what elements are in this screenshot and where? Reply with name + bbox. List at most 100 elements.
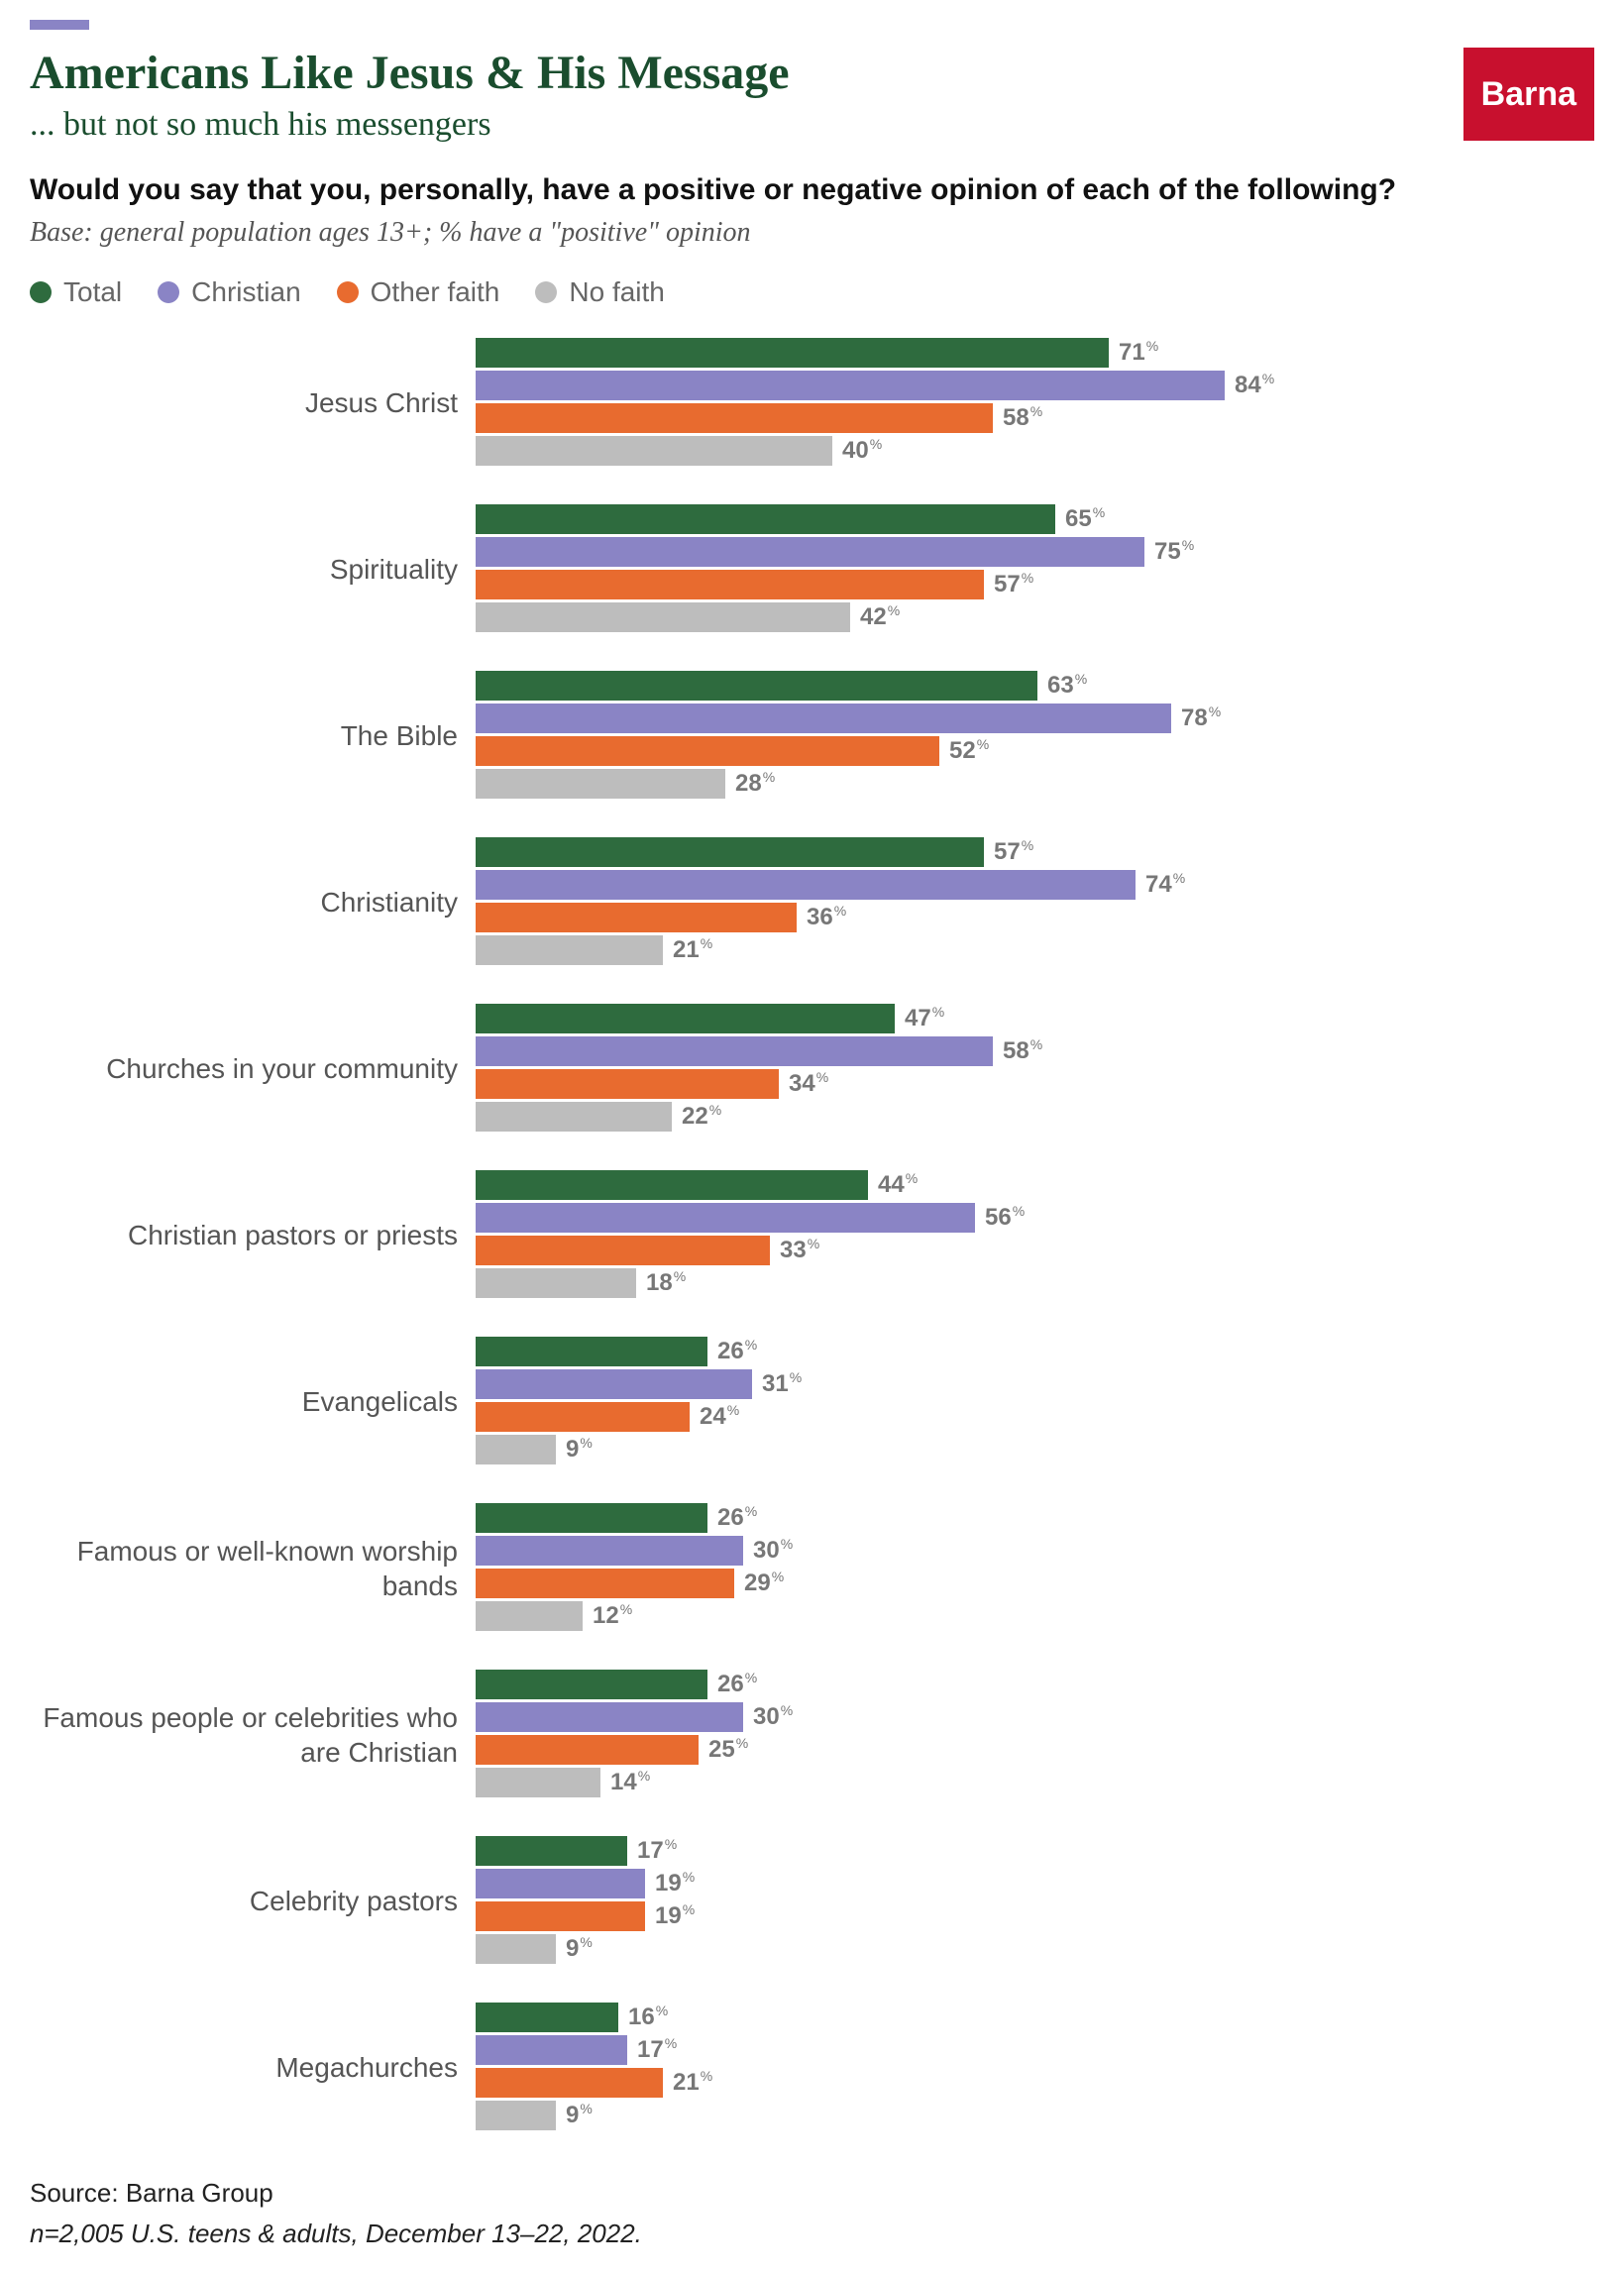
bar-value: 47% [905, 1004, 944, 1032]
bar [476, 1268, 636, 1298]
bars-container: 57%74% 36% 21% [476, 837, 1594, 968]
legend-item: No faith [535, 276, 665, 308]
bar-row: 30% [476, 1702, 1594, 1732]
bar [476, 570, 984, 599]
bar-row: 29% [476, 1569, 1594, 1598]
category-label: Christianity [30, 837, 476, 968]
bar-value: 9% [566, 2101, 593, 2129]
bar-row: 9% [476, 2101, 1594, 2130]
bar-row: 21% [476, 2068, 1594, 2098]
bar [476, 602, 850, 632]
category-label: Christian pastors or priests [30, 1170, 476, 1301]
bar [476, 1601, 583, 1631]
bar-value: 42% [860, 602, 900, 631]
bar-row: 9% [476, 1934, 1594, 1964]
bar-row: 26% [476, 1670, 1594, 1699]
legend-swatch [158, 281, 179, 303]
bar-row: 9% [476, 1435, 1594, 1464]
bars-container: 17%19%19%9% [476, 1836, 1594, 1967]
bar [476, 371, 1225, 400]
header: Americans Like Jesus & His Message ... b… [30, 48, 1594, 144]
category-label: Spirituality [30, 504, 476, 635]
bar [476, 1102, 672, 1132]
bar-row: 19% [476, 1901, 1594, 1931]
bar-value: 26% [717, 1503, 757, 1532]
bar-row: 71% [476, 338, 1594, 368]
category-label: Famous or well-known worship bands [30, 1503, 476, 1634]
bar [476, 504, 1055, 534]
bar-value: 40% [842, 436, 882, 465]
bar [476, 1503, 707, 1533]
category-label: Famous people or celebrities who are Chr… [30, 1670, 476, 1800]
legend-label: Christian [191, 276, 300, 308]
bar-row: 12% [476, 1601, 1594, 1631]
bar-value: 19% [655, 1901, 695, 1930]
bar-row: 57% [476, 837, 1594, 867]
bar [476, 1337, 707, 1366]
category-label: Evangelicals [30, 1337, 476, 1467]
bar-value: 18% [646, 1268, 686, 1297]
bar-value: 16% [628, 2003, 668, 2031]
bar-row: 33% [476, 1236, 1594, 1265]
bar [476, 671, 1037, 701]
bar [476, 2003, 618, 2032]
bar-value: 25% [708, 1735, 748, 1764]
bar-row: 21% [476, 935, 1594, 965]
bar-row: 42% [476, 602, 1594, 632]
chart-subtitle: ... but not so much his messengers [30, 106, 790, 144]
bar-row: 40% [476, 436, 1594, 466]
category-label: The Bible [30, 671, 476, 802]
bar [476, 1836, 627, 1866]
source-line: Source: Barna Group [30, 2173, 1594, 2215]
bar-row: 24% [476, 1402, 1594, 1432]
barna-logo: Barna [1463, 48, 1594, 141]
bar-row: 57% [476, 570, 1594, 599]
bar-chart: Jesus Christ71%84%58%40%Spirituality65%7… [30, 338, 1594, 2133]
bars-container: 44%56%33%18% [476, 1170, 1594, 1301]
legend-swatch [30, 281, 52, 303]
legend: TotalChristianOther faithNo faith [30, 276, 1594, 308]
bar [476, 1768, 600, 1797]
bar-row: 63% [476, 671, 1594, 701]
bar-group: Famous people or celebrities who are Chr… [30, 1670, 1594, 1800]
bar-row: 30% [476, 1536, 1594, 1566]
bar-group: The Bible63%78%52%28% [30, 671, 1594, 802]
bar [476, 1203, 975, 1233]
bar-row: 31% [476, 1369, 1594, 1399]
bars-container: 71%84%58%40% [476, 338, 1594, 469]
bar [476, 1735, 699, 1765]
bar [476, 1435, 556, 1464]
category-label: Churches in your community [30, 1004, 476, 1135]
category-label: Jesus Christ [30, 338, 476, 469]
bar [476, 736, 939, 766]
bar-value: 34% [789, 1069, 828, 1098]
bar [476, 1069, 779, 1099]
bar-row: 56% [476, 1203, 1594, 1233]
bar-value: 63% [1047, 671, 1087, 700]
bar-value: 26% [717, 1337, 757, 1365]
bar [476, 1702, 743, 1732]
bar-value: 30% [753, 1536, 793, 1565]
bar [476, 403, 993, 433]
bar-row: 36% [476, 903, 1594, 932]
bar-value: 17% [637, 2035, 677, 2064]
bar-value: 19% [655, 1869, 695, 1897]
bar-row: 74% [476, 870, 1594, 900]
bar-value: 84% [1235, 371, 1274, 399]
bar-row: 78% [476, 704, 1594, 733]
bar-value: 12% [593, 1601, 632, 1630]
bars-container: 47%58%34%22% [476, 1004, 1594, 1135]
bar-group: Famous or well-known worship bands 26% 30%… [30, 1503, 1594, 1634]
bar-group: Churches in your community47%58%34%22% [30, 1004, 1594, 1135]
bar-group: Jesus Christ71%84%58%40% [30, 338, 1594, 469]
bars-container: 26% 30% 29% 12% [476, 1503, 1594, 1634]
bar-value: 78% [1181, 704, 1221, 732]
bar-row: 18% [476, 1268, 1594, 1298]
category-label: Megachurches [30, 2003, 476, 2133]
bar [476, 1670, 707, 1699]
legend-swatch [337, 281, 359, 303]
legend-label: Other faith [371, 276, 500, 308]
bar [476, 1236, 770, 1265]
bar-row: 34% [476, 1069, 1594, 1099]
bar [476, 1869, 645, 1898]
